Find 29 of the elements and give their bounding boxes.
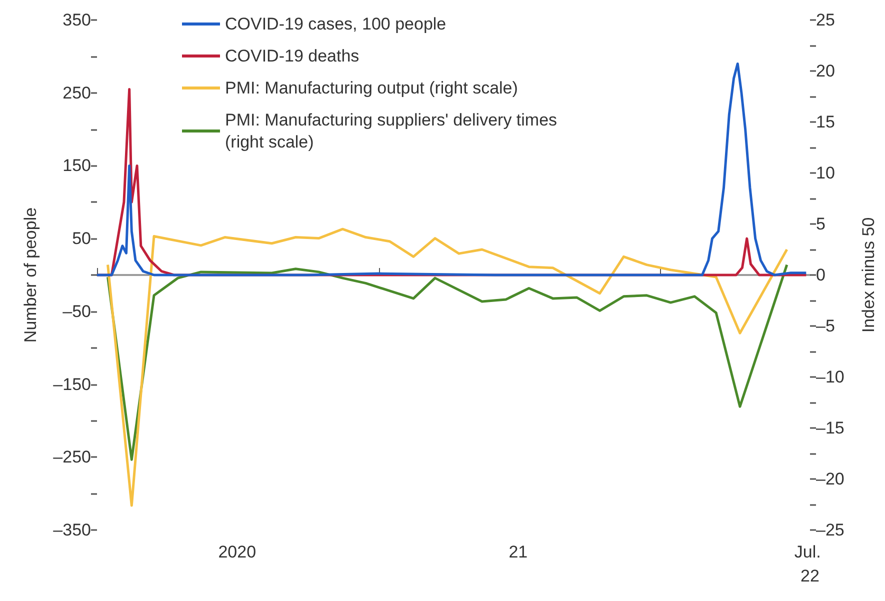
x-tick-label: Jul. 22 — [794, 542, 826, 586]
y2-tick-label: –15 — [816, 418, 844, 438]
y-tick-label: –50 — [62, 302, 91, 321]
y2-tick-label: 20 — [816, 62, 835, 80]
legend-label: PMI: Manufacturing suppliers' delivery times (right scale) — [225, 110, 562, 152]
y2-tick-label: 5 — [816, 214, 826, 234]
y-axis-title: Number of people — [21, 207, 40, 343]
y2-tick-label: –25 — [816, 520, 844, 540]
y2-tick-label: 10 — [816, 164, 835, 182]
y2-tick-label: 0 — [816, 266, 826, 284]
y-tick-label: –150 — [53, 374, 91, 394]
x-tick-label: 21 — [508, 542, 528, 562]
y-tick-label: 50 — [72, 229, 91, 248]
legend-label: COVID-19 deaths — [225, 46, 360, 66]
legend-label: PMI: Manufacturing output (right scale) — [225, 78, 518, 98]
y-tick-label: 250 — [62, 83, 91, 102]
y2-tick-label: –10 — [816, 368, 844, 386]
y-tick-label: 150 — [62, 156, 91, 176]
y-tick-label: 350 — [62, 10, 91, 30]
y2-tick-label: 15 — [816, 112, 835, 132]
line-series — [106, 228, 788, 507]
y-tick-label: –350 — [53, 520, 91, 540]
legend-label: COVID-19 cases, 100 people — [225, 14, 446, 34]
x-tick-label: 2020 — [218, 542, 256, 562]
y2-tick-label: –5 — [816, 316, 835, 336]
y-tick-label: –250 — [53, 448, 91, 467]
y2-tick-label: 25 — [816, 10, 835, 30]
y2-tick-label: –20 — [816, 470, 844, 488]
y2-axis-title: Index minus 50 — [859, 217, 878, 333]
